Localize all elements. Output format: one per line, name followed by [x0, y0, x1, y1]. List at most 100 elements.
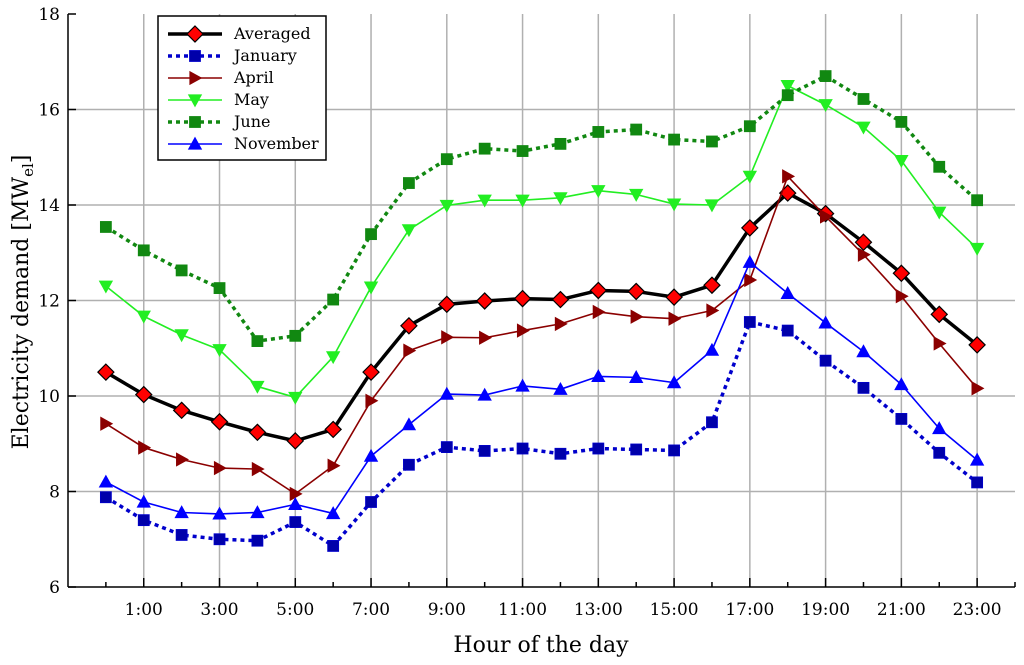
- x-tick-label: 13:00: [574, 600, 623, 620]
- legend-marker-averaged: [186, 25, 204, 43]
- x-tick-label: 7:00: [352, 600, 390, 620]
- y-tick-label: 10: [38, 387, 60, 407]
- legend: Averaged January April May June November: [157, 15, 327, 161]
- x-tick-label: 11:00: [498, 600, 547, 620]
- data-point-may: [325, 351, 341, 365]
- data-point-may: [439, 199, 454, 213]
- data-point-april: [289, 486, 303, 502]
- data-point-april: [706, 303, 720, 318]
- data-point-november: [136, 494, 151, 508]
- data-point-may: [212, 344, 227, 358]
- data-point-may: [98, 280, 114, 294]
- data-point-may: [174, 329, 189, 343]
- data-point-averaged: [475, 292, 494, 310]
- data-point-november: [98, 474, 114, 488]
- data-point-june: [668, 133, 680, 146]
- data-point-averaged: [248, 423, 267, 442]
- data-point-november: [250, 505, 265, 519]
- data-point-april: [820, 209, 833, 224]
- legend-label-june: June: [232, 112, 271, 131]
- legend-item-november: November: [168, 134, 319, 153]
- y-tick-label: 16: [38, 101, 60, 121]
- data-point-january: [592, 442, 605, 455]
- data-point-november: [932, 421, 947, 435]
- y-axis-title: Electricity demand [MWel]: [9, 155, 37, 450]
- data-point-january: [403, 458, 415, 471]
- data-point-may: [666, 198, 682, 212]
- data-point-april: [782, 169, 796, 184]
- series-layer: [97, 70, 986, 552]
- data-point-april: [327, 458, 341, 473]
- data-point-may: [969, 242, 985, 256]
- data-point-averaged: [134, 385, 153, 404]
- data-point-april: [933, 336, 947, 351]
- data-point-june: [554, 137, 567, 150]
- y-tick-label: 14: [38, 196, 60, 216]
- legend-label-november: November: [234, 134, 319, 153]
- data-point-april: [176, 452, 189, 467]
- data-point-april: [971, 381, 985, 396]
- data-point-november: [288, 497, 303, 510]
- tick-labels: 6 8 10 12 14 16 18 1:00 3:00 5:00 7:00 9:00 11:00 13:…: [38, 5, 1001, 620]
- data-point-january: [933, 446, 946, 459]
- data-point-may: [136, 310, 151, 324]
- data-point-january: [857, 381, 870, 394]
- legend-label-january: January: [232, 46, 297, 65]
- data-point-november: [363, 448, 379, 462]
- series-november: [98, 254, 985, 520]
- data-point-january: [706, 416, 718, 429]
- data-point-may: [288, 391, 303, 405]
- data-point-may: [742, 170, 758, 184]
- data-point-april: [668, 311, 682, 326]
- data-point-averaged: [400, 316, 418, 335]
- data-point-january: [327, 540, 340, 552]
- data-point-june: [971, 194, 984, 207]
- data-point-averaged: [362, 363, 380, 381]
- data-point-may: [629, 188, 644, 202]
- data-point-june: [99, 221, 112, 233]
- data-point-june: [630, 123, 643, 136]
- legend-label-april: April: [233, 68, 274, 87]
- data-point-may: [515, 194, 530, 208]
- data-point-june: [592, 126, 605, 138]
- data-point-june: [440, 153, 453, 166]
- data-point-may: [818, 99, 833, 113]
- x-tick-label: 5:00: [276, 600, 314, 620]
- data-point-may: [704, 199, 720, 213]
- data-point-january: [895, 413, 908, 425]
- legend-label-may: May: [234, 90, 269, 109]
- data-point-june: [895, 116, 908, 128]
- data-point-averaged: [324, 420, 343, 439]
- data-point-january: [554, 447, 567, 460]
- data-point-averaged: [513, 289, 532, 308]
- series-april: [100, 169, 985, 502]
- data-point-averaged: [930, 305, 949, 324]
- legend-marker-june: [189, 116, 201, 128]
- data-point-january: [668, 444, 680, 457]
- series-may: [98, 80, 985, 405]
- data-point-averaged: [740, 219, 759, 237]
- y-axis-title-subscript: el: [19, 163, 37, 177]
- data-point-june: [137, 244, 150, 257]
- data-point-may: [932, 206, 947, 220]
- data-point-january: [99, 491, 112, 504]
- data-point-april: [554, 316, 568, 332]
- data-point-april: [744, 272, 758, 288]
- data-point-averaged: [892, 264, 911, 283]
- data-point-june: [327, 293, 340, 306]
- data-point-averaged: [589, 281, 608, 300]
- y-axis-title-close: ]: [9, 155, 34, 164]
- data-point-may: [856, 121, 871, 135]
- data-point-june: [743, 120, 756, 133]
- x-tick-label: 21:00: [877, 600, 926, 620]
- data-point-averaged: [551, 290, 570, 309]
- data-point-june: [933, 160, 946, 173]
- data-point-november: [629, 370, 644, 383]
- data-point-november: [818, 315, 833, 329]
- data-point-april: [895, 289, 909, 304]
- data-point-november: [704, 342, 720, 356]
- data-point-november: [174, 505, 189, 519]
- data-point-april: [592, 304, 606, 320]
- data-point-april: [857, 247, 871, 262]
- data-point-averaged: [703, 276, 721, 295]
